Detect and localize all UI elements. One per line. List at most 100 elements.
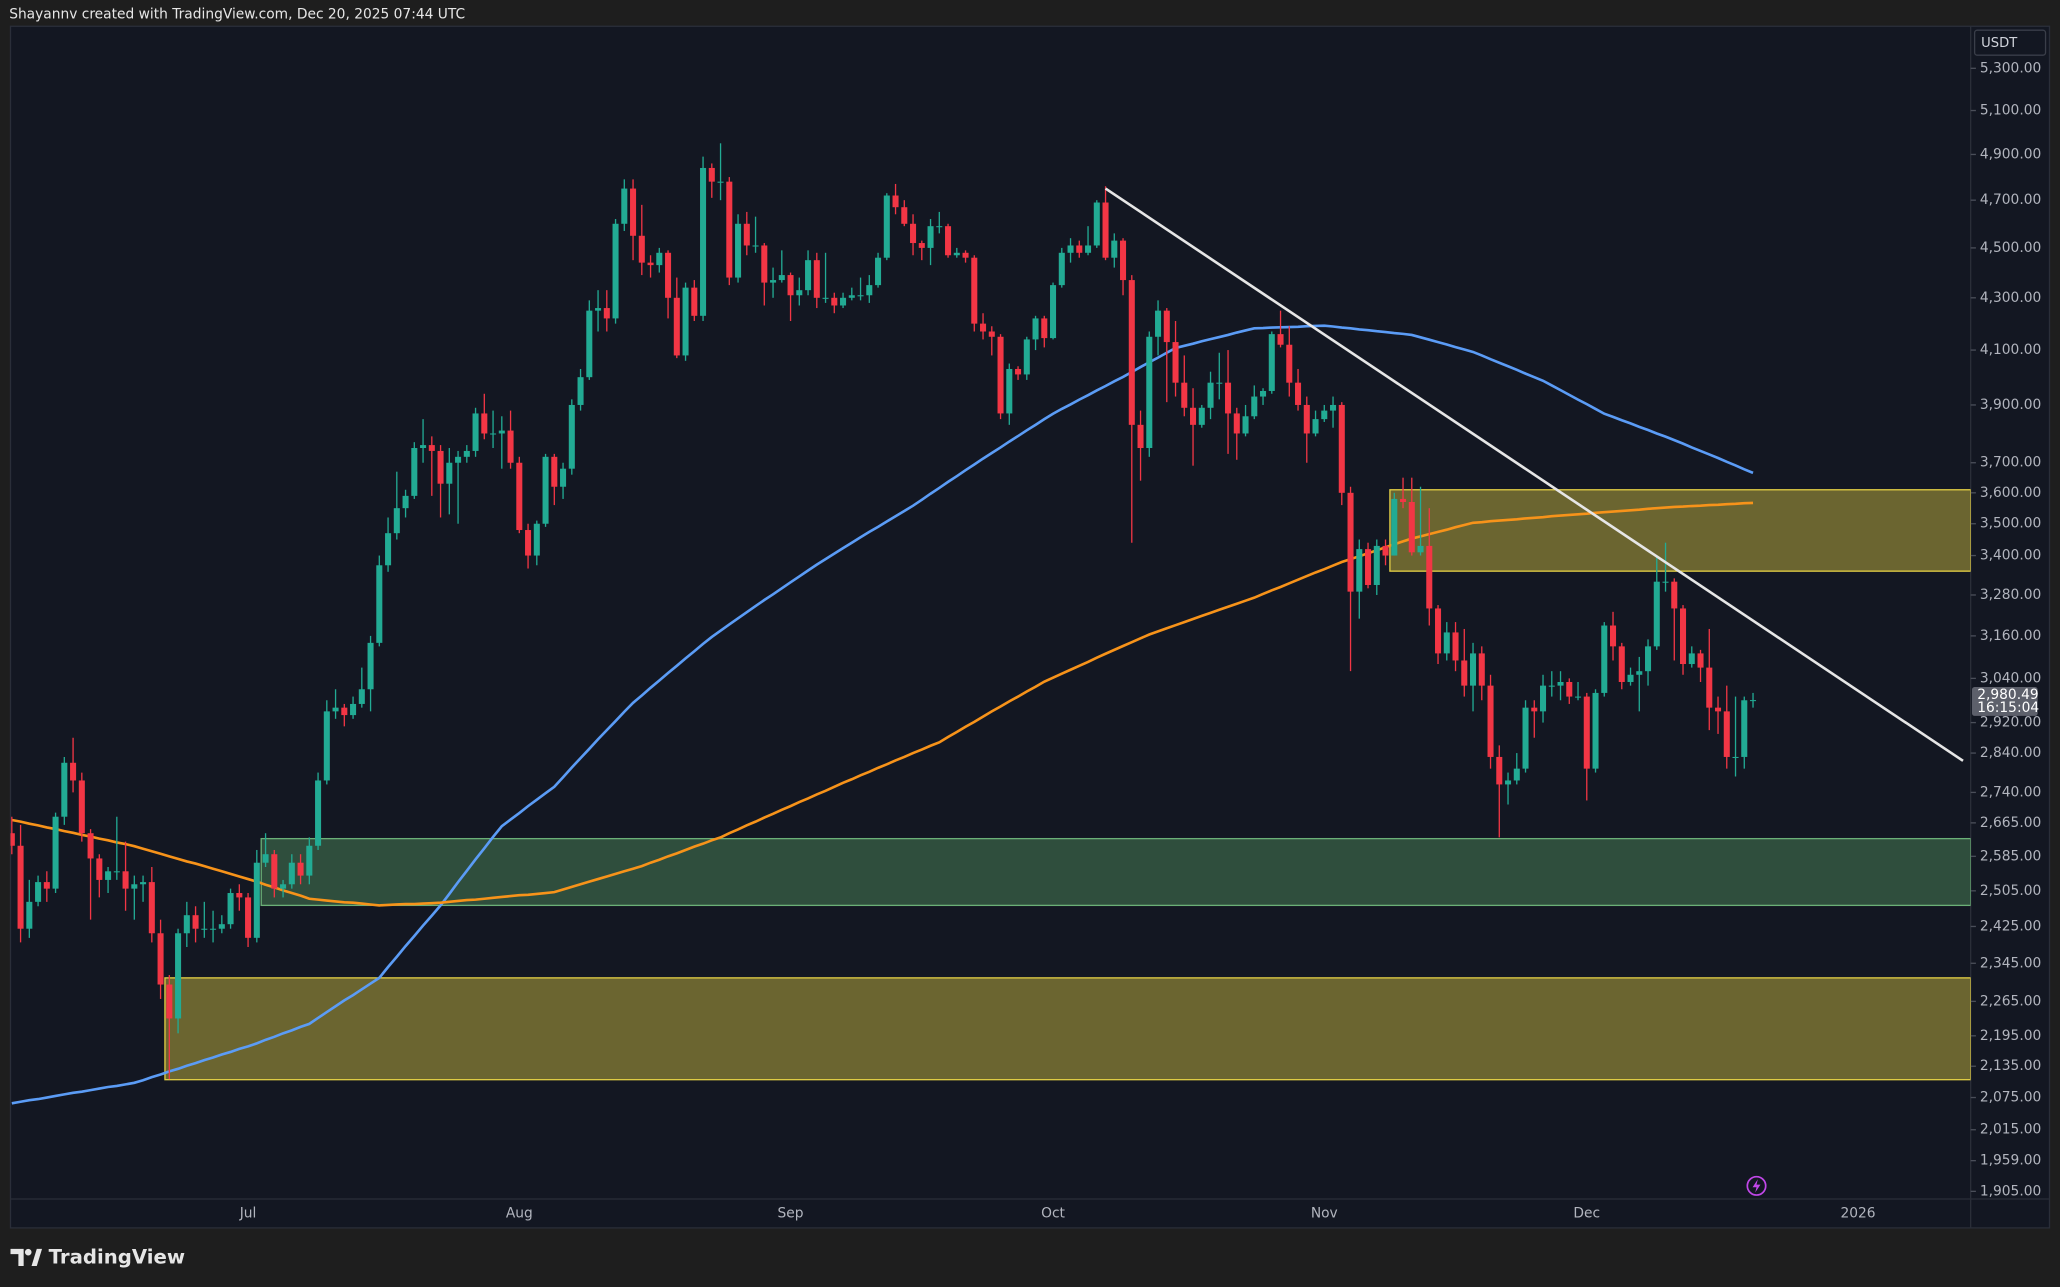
candle-body [1207, 382, 1214, 408]
candle-body [638, 235, 645, 263]
zone [164, 977, 1971, 1081]
candle-body [70, 762, 77, 781]
candle-body [315, 780, 322, 846]
candle-body [35, 882, 42, 902]
candle-body [358, 689, 365, 704]
candle-body [367, 642, 374, 690]
candle-body [752, 245, 759, 247]
candle-body [1557, 681, 1564, 686]
candle-body [901, 207, 908, 224]
candle-body [560, 468, 567, 487]
candle-body [910, 223, 917, 244]
candle-body [192, 915, 199, 929]
candle-body [245, 897, 252, 938]
currency-box[interactable] [1973, 29, 2047, 56]
y-tick-label: 3,160.00 [1980, 628, 2041, 644]
candle-body [1478, 653, 1485, 686]
candle-body [822, 297, 829, 299]
candle-body [577, 377, 584, 405]
candle-body [402, 495, 409, 509]
candle-body [1356, 549, 1363, 592]
candle-body [1662, 581, 1669, 583]
candle-body [1312, 419, 1319, 434]
candle-body [1522, 707, 1529, 769]
brand: TradingView [49, 1246, 185, 1269]
candle-body [1163, 310, 1170, 343]
y-tick-label: 4,700.00 [1980, 192, 2041, 208]
candle-body [1618, 646, 1625, 682]
candle-body [857, 295, 864, 297]
candle-body [831, 297, 838, 306]
candle-body [708, 167, 715, 182]
candle-body [1233, 413, 1240, 434]
candle-body [1058, 252, 1065, 286]
candle-body [1575, 696, 1582, 698]
candle-body [1505, 780, 1512, 785]
x-tick-label: Aug [506, 1205, 533, 1221]
candle-body [1531, 707, 1538, 712]
alert-icon[interactable] [1746, 1175, 1767, 1196]
candle-body [1023, 339, 1030, 375]
candle-body [840, 297, 847, 306]
candle-body [1645, 646, 1652, 672]
candle-body [166, 984, 173, 1019]
candle-body [805, 260, 812, 291]
candle-body [420, 445, 427, 449]
y-tick-label: 3,700.00 [1980, 455, 2041, 471]
candle-body [1452, 632, 1459, 661]
y-tick-label: 2,665.00 [1980, 815, 2041, 831]
candle-body [1190, 407, 1197, 425]
candle-body [1146, 336, 1153, 449]
candle-body [1006, 368, 1013, 414]
candle-body [411, 448, 418, 496]
candle-body [227, 893, 234, 925]
candle-body [997, 336, 1004, 414]
candle-body [1015, 368, 1022, 375]
candle-body [647, 262, 654, 266]
candle-body [1750, 700, 1757, 702]
candle-body [953, 252, 960, 256]
last-price-label: 2,980.49 [1977, 687, 2038, 703]
candle-body [525, 530, 532, 556]
y-tick-label: 2,505.00 [1980, 883, 2041, 899]
alert-bolt [1752, 1179, 1761, 1193]
candle-body [892, 195, 899, 208]
currency: USDT [1981, 36, 2018, 51]
y-tick-label: 1,905.00 [1980, 1183, 2041, 1199]
candle-body [201, 928, 208, 930]
candle-body [1391, 498, 1398, 556]
candle-body [437, 450, 444, 484]
candle-body [17, 845, 24, 929]
y-tick-label: 2,135.00 [1980, 1058, 2041, 1074]
candle-body [61, 762, 68, 817]
moving-average [11, 501, 1754, 907]
candle-body [848, 295, 855, 298]
y-tick-label: 3,040.00 [1980, 670, 2041, 686]
candle-body [332, 707, 339, 712]
candle-body [1435, 608, 1442, 654]
y-tick-label: 4,300.00 [1980, 290, 2041, 306]
candle-body [656, 252, 663, 266]
candle-body [717, 181, 724, 183]
candle-body [236, 893, 243, 898]
candle-body [936, 226, 943, 228]
candle-body [1627, 674, 1634, 682]
candle-body [210, 928, 217, 930]
plot-area [10, 143, 1971, 1105]
candle-body [691, 287, 698, 316]
y-tick-label: 4,100.00 [1980, 342, 2041, 358]
zone [1389, 489, 1971, 572]
candle-body [481, 413, 488, 434]
candle-body [341, 707, 348, 716]
candle-body [1688, 653, 1695, 665]
candle-body [1172, 342, 1179, 383]
candle-body [1487, 685, 1494, 757]
candle-body [988, 331, 995, 337]
candle-body [105, 871, 112, 880]
candle-body [883, 195, 890, 258]
candle-body [1268, 334, 1275, 391]
candle-body [1741, 700, 1748, 757]
candle-body [1277, 334, 1284, 345]
candle-body [472, 413, 479, 451]
